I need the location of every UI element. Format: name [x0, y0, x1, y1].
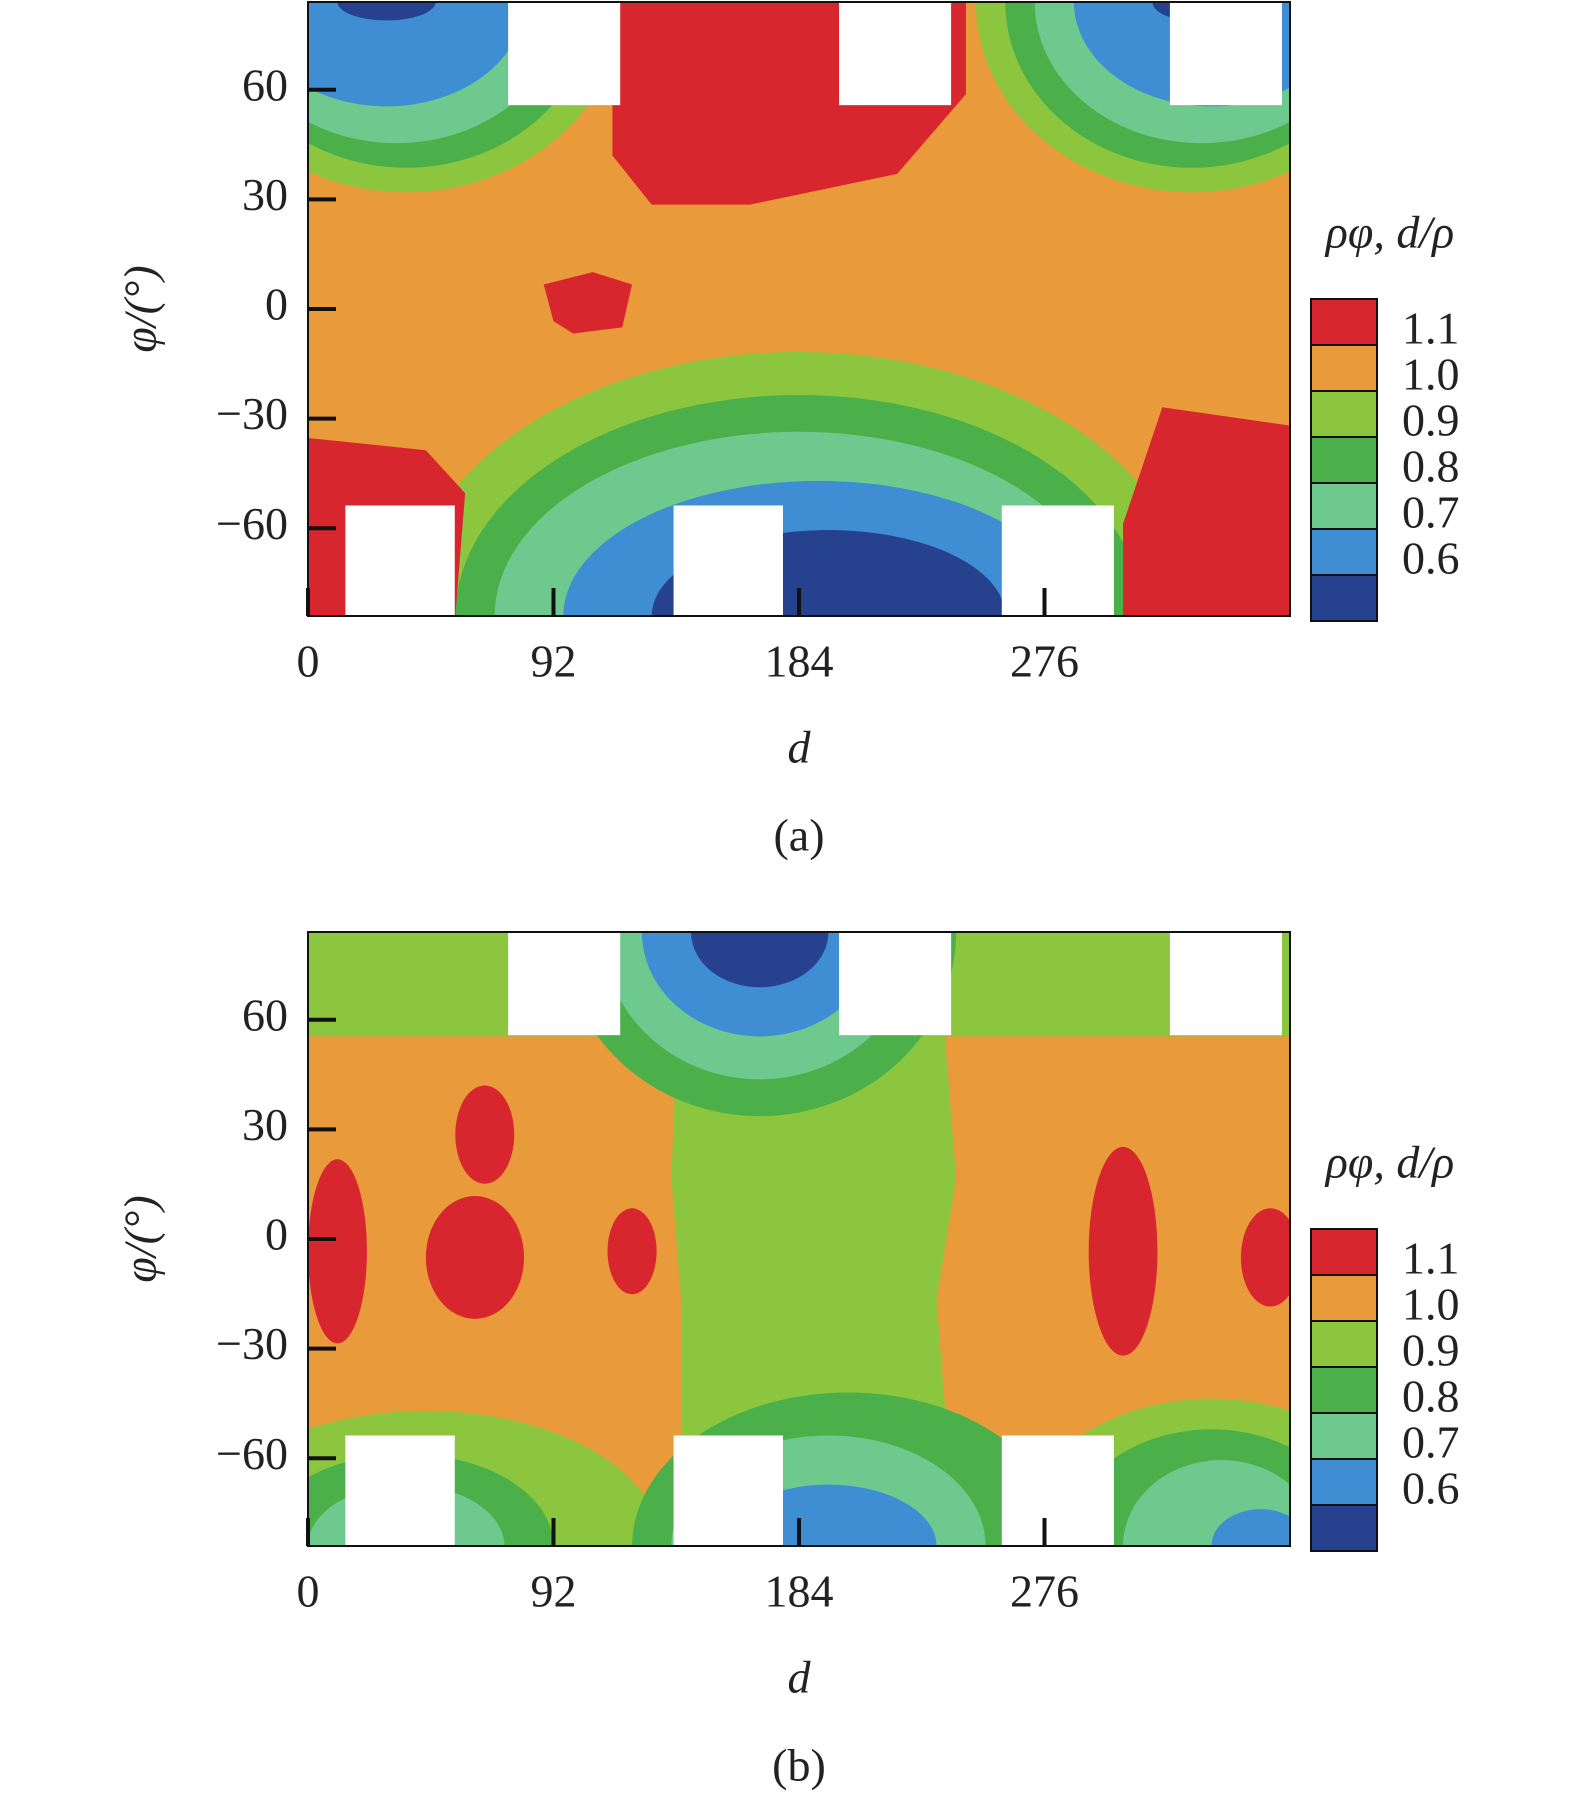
contour-region: [1211, 1509, 1290, 1546]
colorbar-band: [1310, 298, 1378, 346]
plot-area: [308, 2, 1290, 616]
contour-region: [691, 932, 829, 988]
y-tick-label: 0: [265, 279, 288, 330]
colorbar-band: [1310, 344, 1378, 392]
y-tick-label: 30: [242, 169, 288, 220]
y-axis-label: φ/(°): [115, 1195, 166, 1282]
x-tick-label: 276: [1010, 636, 1079, 687]
y-tick-label: −60: [216, 1428, 288, 1479]
colorbar-label: 0.7: [1402, 1417, 1460, 1468]
blocked-region: [508, 2, 621, 106]
colorbar-label: 0.8: [1402, 441, 1460, 492]
y-tick-label: −30: [216, 388, 288, 439]
contour-region: [1088, 1146, 1158, 1356]
blocked-region: [345, 1435, 455, 1546]
colorbar-band: [1310, 1274, 1378, 1322]
colorbar-label: 0.9: [1402, 395, 1460, 446]
blocked-region: [673, 1435, 783, 1546]
x-tick-label: 184: [765, 1566, 834, 1617]
contour-region: [455, 1085, 515, 1184]
colorbar-band: [1310, 482, 1378, 530]
colorbar-band: [1310, 574, 1378, 622]
x-tick-label: 276: [1010, 1566, 1079, 1617]
colorbar-band: [1310, 436, 1378, 484]
x-axis-label: d: [788, 722, 812, 773]
y-tick-label: 30: [242, 1099, 288, 1150]
contour-region: [425, 1196, 525, 1319]
blocked-region: [839, 932, 952, 1036]
colorbar-label: 0.6: [1402, 1463, 1460, 1514]
chart: 0 92 184 276 60 30 0 −30 −60 d φ/(°) (b) ρφ, d/ρ 1.11…: [115, 931, 1460, 1791]
blocked-region: [508, 932, 621, 1036]
contour-region: [308, 1159, 367, 1344]
contour-region: [607, 1208, 657, 1295]
colorbar-band: [1310, 1504, 1378, 1552]
blocked-region: [1169, 932, 1282, 1036]
contour-region: [308, 2, 524, 107]
x-tick-label: 92: [531, 1566, 577, 1617]
y-tick-label: 60: [242, 989, 288, 1040]
contour-region: [337, 2, 436, 21]
contour-region: [1123, 407, 1290, 616]
x-axis-label: d: [788, 1652, 812, 1703]
colorbar-band: [1310, 1366, 1378, 1414]
plot-area: [308, 932, 1290, 1546]
y-tick-label: 0: [265, 1209, 288, 1260]
blocked-region: [1001, 505, 1114, 616]
x-tick-label: 0: [297, 636, 320, 687]
x-tick-label: 184: [765, 636, 834, 687]
blocked-region: [839, 2, 952, 106]
colorbar-band: [1310, 1458, 1378, 1506]
colorbar-label: 1.1: [1402, 303, 1460, 354]
contour-region: [543, 272, 633, 334]
colorbar-label: 0.6: [1402, 533, 1460, 584]
blocked-region: [1169, 2, 1282, 106]
caption: (a): [773, 810, 824, 861]
colorbar-band: [1310, 1320, 1378, 1368]
blocked-region: [345, 505, 455, 616]
colorbar-band: [1310, 528, 1378, 576]
chart: 0 92 184 276 60 30 0 −30 −60 d φ/(°) (a) ρφ, d/ρ 1.11…: [115, 1, 1460, 861]
colorbar-band: [1310, 390, 1378, 438]
colorbar-label: 1.0: [1402, 1279, 1460, 1330]
x-tick-label: 0: [297, 1566, 320, 1617]
y-tick-label: −30: [216, 1318, 288, 1369]
y-tick-label: 60: [242, 59, 288, 110]
colorbar-label: 0.7: [1402, 487, 1460, 538]
y-axis-label: φ/(°): [115, 265, 166, 352]
colorbar-band: [1310, 1412, 1378, 1460]
colorbar-label: 0.8: [1402, 1371, 1460, 1422]
caption: (b): [772, 1740, 826, 1791]
x-tick-label: 92: [531, 636, 577, 687]
contour-region: [1240, 1208, 1290, 1307]
colorbar-title: ρφ, d/ρ: [1324, 1137, 1454, 1188]
colorbar-label: 1.1: [1402, 1233, 1460, 1284]
blocked-region: [673, 505, 783, 616]
colorbar-label: 0.9: [1402, 1325, 1460, 1376]
colorbar-title: ρφ, d/ρ: [1324, 207, 1454, 258]
y-tick-label: −60: [216, 498, 288, 549]
colorbar-label: 1.0: [1402, 349, 1460, 400]
blocked-region: [1001, 1435, 1114, 1546]
colorbar-band: [1310, 1228, 1378, 1276]
